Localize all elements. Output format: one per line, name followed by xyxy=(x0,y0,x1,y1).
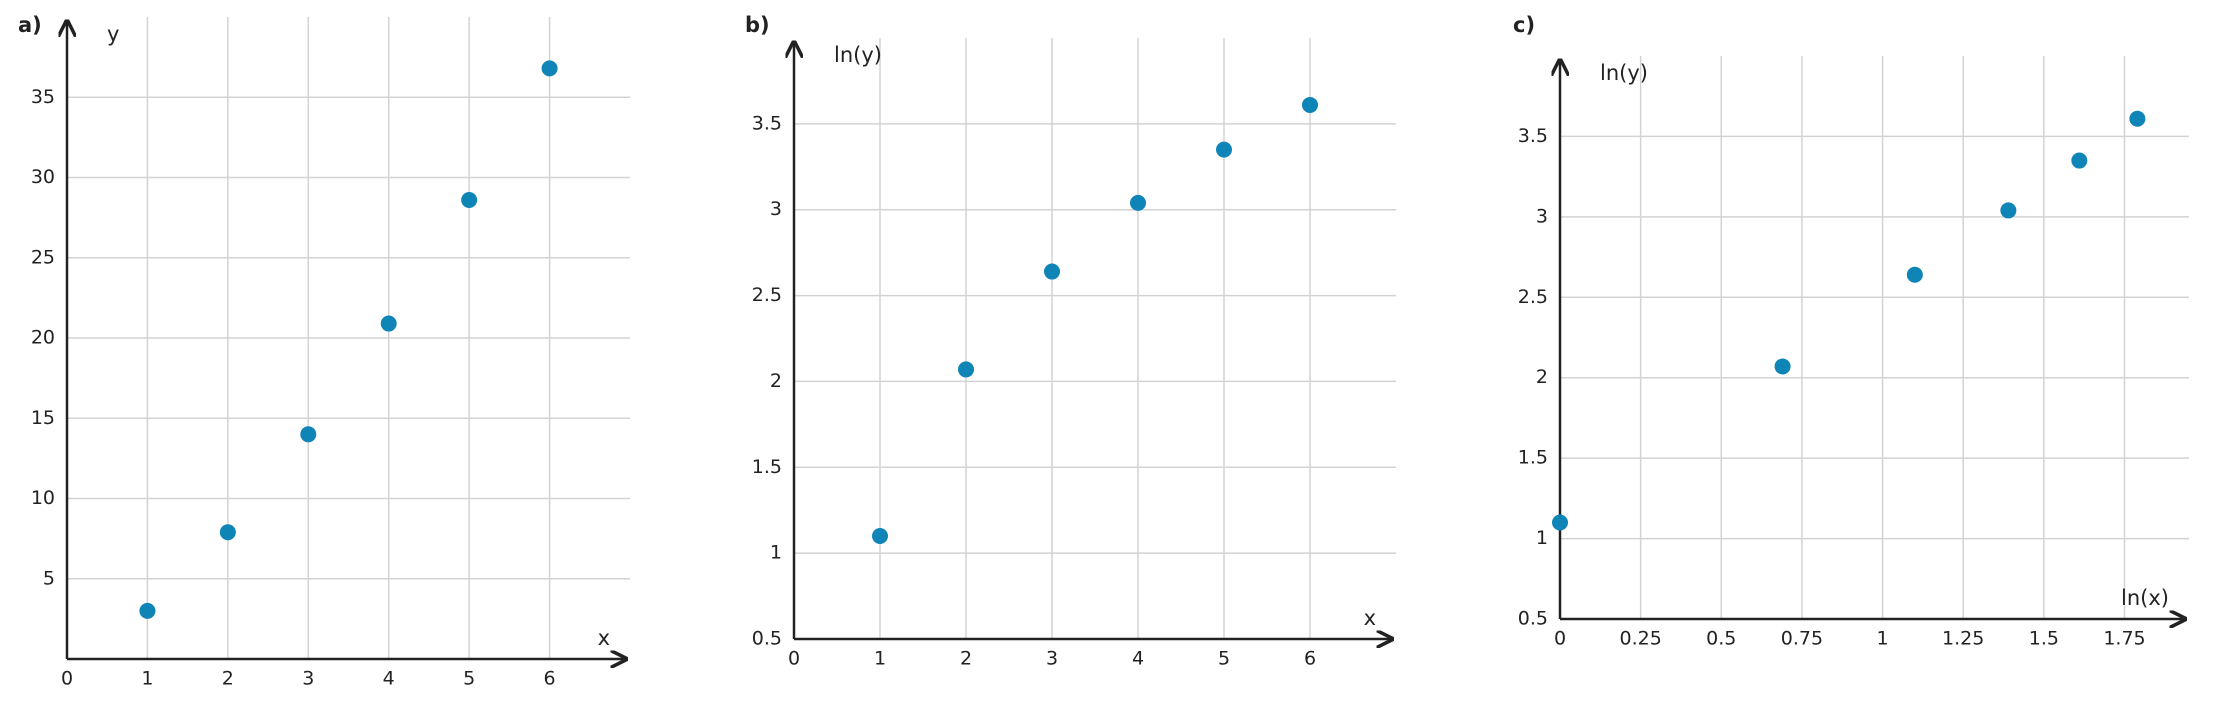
y-tick-label: 30 xyxy=(31,166,55,188)
y-axis-label: ln(y) xyxy=(1600,61,1648,85)
data-point xyxy=(958,361,974,378)
x-tick-label: 0.5 xyxy=(1706,628,1736,650)
panel-label: a) xyxy=(18,13,42,37)
x-tick-label: 0.25 xyxy=(1619,628,1661,650)
x-tick-label: 0 xyxy=(788,648,800,670)
x-axis-label: x xyxy=(1364,606,1376,630)
y-tick-label: 3.5 xyxy=(1518,125,1548,147)
y-tick-label: 2 xyxy=(1536,366,1548,388)
x-axis-label: ln(x) xyxy=(2121,586,2169,610)
y-axis-label: y xyxy=(107,22,119,46)
data-point xyxy=(2129,110,2146,127)
y-tick-label: 3.5 xyxy=(752,112,782,134)
y-tick-label: 2.5 xyxy=(752,284,782,306)
data-point xyxy=(541,60,558,77)
data-point xyxy=(219,524,236,541)
x-tick-label: 1 xyxy=(1877,628,1889,650)
y-tick-label: 35 xyxy=(31,86,55,108)
data-point xyxy=(1774,358,1791,375)
y-tick-label: 1 xyxy=(770,542,782,564)
y-tick-label: 5 xyxy=(43,567,55,589)
x-tick-label: 4 xyxy=(383,668,395,690)
y-tick-label: 1.5 xyxy=(1518,447,1548,469)
x-tick-label: 0 xyxy=(61,668,73,690)
x-tick-label: 4 xyxy=(1132,648,1144,670)
x-tick-label: 1.5 xyxy=(2029,628,2059,650)
x-tick-label: 3 xyxy=(1046,648,1058,670)
x-tick-label: 2 xyxy=(960,648,972,670)
data-point xyxy=(872,527,888,544)
y-tick-label: 0.5 xyxy=(1518,608,1548,630)
data-point xyxy=(2071,152,2088,169)
data-point xyxy=(300,426,317,443)
data-point xyxy=(1044,263,1060,280)
data-point xyxy=(1216,141,1232,158)
y-axis-label: ln(y) xyxy=(834,43,882,67)
x-tick-label: 1 xyxy=(141,668,153,690)
data-point xyxy=(461,191,478,208)
x-tick-label: 5 xyxy=(463,668,475,690)
x-tick-label: 5 xyxy=(1218,648,1230,670)
x-tick-label: 3 xyxy=(302,668,314,690)
panel-label: b) xyxy=(745,13,770,37)
y-tick-label: 3 xyxy=(770,198,782,220)
y-tick-label: 20 xyxy=(31,327,55,349)
panel-label: c) xyxy=(1513,13,1535,37)
x-tick-label: 6 xyxy=(1304,648,1316,670)
y-tick-label: 1 xyxy=(1536,527,1548,549)
data-point xyxy=(139,602,156,619)
x-tick-label: 0 xyxy=(1554,628,1566,650)
y-tick-label: 2 xyxy=(770,370,782,392)
x-tick-label: 6 xyxy=(544,668,556,690)
x-axis-label: x xyxy=(598,626,610,650)
y-tick-label: 1.5 xyxy=(752,456,782,478)
y-tick-label: 15 xyxy=(31,407,55,429)
data-point xyxy=(1302,96,1318,113)
y-tick-label: 2.5 xyxy=(1518,286,1548,308)
y-tick-label: 0.5 xyxy=(752,628,782,650)
data-point xyxy=(2000,202,2017,219)
y-tick-label: 25 xyxy=(31,246,55,268)
y-tick-label: 10 xyxy=(31,487,55,509)
x-tick-label: 0.75 xyxy=(1781,628,1823,650)
data-point xyxy=(1906,266,1923,283)
data-point xyxy=(1552,514,1568,531)
y-tick-label: 3 xyxy=(1536,205,1548,227)
data-point xyxy=(380,315,397,332)
data-point xyxy=(1130,194,1146,211)
x-tick-label: 2 xyxy=(222,668,234,690)
x-tick-label: 1 xyxy=(874,648,886,670)
x-tick-label: 1.75 xyxy=(2103,628,2145,650)
x-tick-label: 1.25 xyxy=(1942,628,1984,650)
